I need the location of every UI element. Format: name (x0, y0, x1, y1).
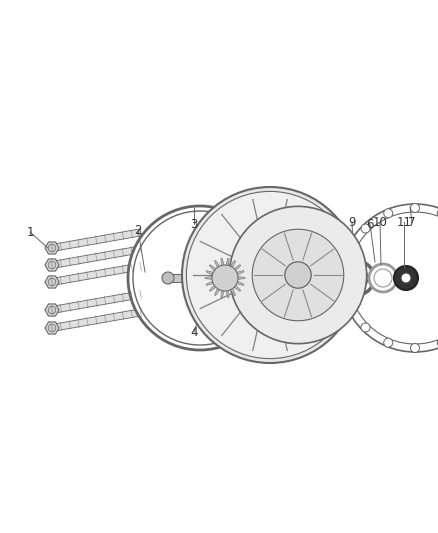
Ellipse shape (143, 278, 153, 292)
Circle shape (374, 269, 392, 287)
Circle shape (384, 209, 393, 218)
Text: 9: 9 (348, 215, 356, 229)
Polygon shape (237, 281, 244, 286)
Circle shape (340, 261, 374, 295)
Circle shape (285, 262, 311, 288)
Circle shape (182, 187, 358, 363)
Text: 11: 11 (396, 215, 411, 229)
Circle shape (341, 204, 438, 352)
Circle shape (308, 259, 346, 297)
Polygon shape (51, 263, 141, 286)
Text: 3: 3 (191, 217, 198, 230)
Circle shape (48, 306, 56, 314)
Circle shape (410, 343, 420, 352)
Circle shape (437, 338, 438, 347)
Circle shape (384, 338, 393, 347)
Circle shape (340, 273, 350, 282)
Circle shape (48, 278, 56, 286)
Polygon shape (205, 277, 212, 279)
Circle shape (394, 266, 418, 290)
Polygon shape (234, 285, 241, 292)
Ellipse shape (365, 261, 391, 295)
Text: 5: 5 (258, 326, 266, 338)
Polygon shape (51, 309, 141, 332)
Polygon shape (209, 285, 216, 292)
Text: 4: 4 (190, 326, 198, 338)
Text: 10: 10 (373, 215, 388, 229)
Circle shape (401, 273, 411, 283)
Polygon shape (45, 322, 59, 334)
Circle shape (162, 272, 174, 284)
Polygon shape (230, 261, 236, 268)
Polygon shape (206, 281, 213, 286)
Text: 8: 8 (317, 215, 325, 229)
Polygon shape (45, 276, 59, 288)
Polygon shape (234, 265, 241, 271)
Polygon shape (226, 290, 229, 298)
Circle shape (244, 248, 297, 301)
Circle shape (361, 224, 370, 233)
Polygon shape (238, 277, 245, 279)
Circle shape (230, 206, 367, 344)
Circle shape (133, 211, 267, 345)
Circle shape (346, 247, 355, 256)
Text: 2: 2 (134, 223, 142, 237)
Polygon shape (221, 290, 224, 298)
Polygon shape (51, 229, 141, 252)
Polygon shape (51, 291, 141, 313)
Polygon shape (45, 259, 59, 271)
Circle shape (187, 191, 353, 359)
Text: 1: 1 (26, 225, 34, 238)
Circle shape (128, 206, 272, 350)
Text: 7: 7 (408, 215, 416, 229)
Polygon shape (45, 304, 59, 316)
Circle shape (346, 300, 355, 309)
Circle shape (437, 209, 438, 218)
Polygon shape (221, 258, 224, 265)
Circle shape (212, 265, 238, 291)
Polygon shape (215, 261, 220, 268)
Circle shape (369, 264, 397, 292)
Polygon shape (237, 271, 244, 275)
Polygon shape (226, 258, 229, 265)
Circle shape (346, 267, 368, 289)
Circle shape (410, 204, 420, 213)
Circle shape (48, 244, 56, 252)
Polygon shape (51, 246, 141, 269)
Polygon shape (206, 271, 213, 275)
Circle shape (349, 212, 438, 344)
Text: 6: 6 (366, 217, 374, 230)
Circle shape (48, 261, 56, 269)
Circle shape (361, 323, 370, 332)
Polygon shape (45, 242, 59, 254)
Ellipse shape (372, 269, 384, 287)
Circle shape (252, 229, 344, 321)
Polygon shape (209, 265, 216, 271)
Ellipse shape (137, 270, 159, 300)
Polygon shape (230, 288, 236, 296)
Polygon shape (215, 288, 220, 296)
Polygon shape (168, 274, 225, 282)
Circle shape (48, 324, 56, 332)
